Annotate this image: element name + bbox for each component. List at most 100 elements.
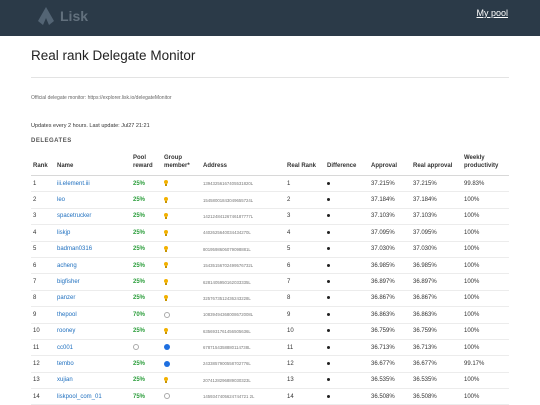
delegate-name-link[interactable]: rooney bbox=[55, 323, 131, 340]
pool-reward-cell: 25% bbox=[131, 372, 162, 390]
lisk-logo[interactable]: Lisk bbox=[36, 6, 88, 26]
difference-cell bbox=[325, 323, 369, 340]
table-row: 12 tembo 25% 2433857900558702776L 12 36.677% 3… bbox=[31, 355, 509, 373]
col-header-rank: Rank bbox=[31, 154, 55, 176]
main-content: Real rank Delegate Monitor Official dele… bbox=[0, 48, 540, 405]
delegate-name-link[interactable]: bigfisher bbox=[55, 273, 131, 291]
group-member-cell bbox=[162, 323, 201, 340]
difference-dot-icon bbox=[327, 247, 330, 251]
weekly-productivity-cell: 100% bbox=[462, 224, 509, 242]
delegate-name-link[interactable]: leo bbox=[55, 191, 131, 209]
rank-cell: 3 bbox=[31, 208, 55, 226]
weekly-productivity-cell: 100% bbox=[462, 241, 509, 258]
rank-cell: 12 bbox=[31, 355, 55, 373]
address-cell: 6356931761456505636L bbox=[201, 323, 285, 340]
delegate-name-link[interactable]: badman0316 bbox=[55, 241, 131, 258]
weekly-productivity-cell: 100% bbox=[462, 257, 509, 275]
rank-cell: 2 bbox=[31, 191, 55, 209]
address-cell: 15458001843049655724L bbox=[201, 191, 285, 209]
rank-cell: 4 bbox=[31, 224, 55, 242]
difference-dot-icon bbox=[327, 198, 330, 201]
real-rank-cell: 9 bbox=[285, 306, 325, 324]
delegate-name-link[interactable]: iii.element.iii bbox=[55, 175, 131, 193]
group-member-cell bbox=[162, 224, 201, 242]
difference-dot-icon bbox=[327, 230, 330, 234]
real-approval-cell: 36.535% bbox=[411, 372, 462, 390]
difference-cell bbox=[325, 290, 369, 308]
top-navbar: Lisk My pool bbox=[0, 0, 540, 36]
delegate-name-link[interactable]: liskpool_com_01 bbox=[55, 388, 131, 405]
address-cell: 2433857900558702776L bbox=[201, 355, 285, 373]
col-header-difference: Difference bbox=[325, 154, 369, 176]
real-rank-cell: 5 bbox=[285, 241, 325, 258]
approval-cell: 36.863% bbox=[369, 306, 411, 324]
difference-cell bbox=[325, 339, 369, 357]
logo-text: Lisk bbox=[60, 8, 89, 24]
table-row: 5 badman0316 25% 8019598606079098881L 5 37.03… bbox=[31, 241, 509, 258]
pool-reward-cell: 25% bbox=[131, 208, 162, 226]
difference-dot-icon bbox=[327, 329, 330, 333]
difference-cell bbox=[325, 372, 369, 390]
difference-dot-icon bbox=[327, 279, 330, 283]
table-row: 10 rooney 25% 6356931761456505636L 10 36.759%… bbox=[31, 323, 509, 340]
pool-reward-cell bbox=[131, 339, 162, 357]
pool-reward-cell: 25% bbox=[131, 290, 162, 308]
col-header-weekly-productivity: Weekly productivity bbox=[462, 154, 509, 176]
difference-dot-icon bbox=[327, 263, 330, 267]
delegate-name-link[interactable]: cc001 bbox=[55, 339, 131, 357]
col-header-group-member: Group member* bbox=[162, 154, 201, 176]
pool-reward-cell: 70% bbox=[131, 306, 162, 324]
difference-dot-icon bbox=[327, 345, 330, 349]
table-row: 9 thepool 70% 10839494368008672008L 9 36.863%… bbox=[31, 306, 509, 324]
col-header-pool-reward: Pool reward bbox=[131, 154, 162, 176]
real-rank-cell: 8 bbox=[285, 290, 325, 308]
real-approval-cell: 36.759% bbox=[411, 323, 462, 340]
weekly-productivity-cell: 100% bbox=[462, 290, 509, 308]
group-member-empty-circle-icon bbox=[164, 393, 170, 400]
pool-reward-cell: 25% bbox=[131, 191, 162, 209]
rank-cell: 11 bbox=[31, 339, 55, 357]
group-member-cell bbox=[162, 191, 201, 209]
lisk-logo-icon bbox=[38, 7, 54, 25]
delegate-name-link[interactable]: panzer bbox=[55, 290, 131, 308]
difference-cell bbox=[325, 355, 369, 373]
difference-cell bbox=[325, 191, 369, 209]
group-member-cell bbox=[162, 339, 201, 357]
group-member-empty-circle-icon bbox=[164, 311, 170, 318]
delegate-name-link[interactable]: spacetrucker bbox=[55, 208, 131, 226]
my-pool-link[interactable]: My pool bbox=[476, 8, 508, 18]
delegate-name-link[interactable]: xujian bbox=[55, 372, 131, 390]
weekly-productivity-cell: 99.17% bbox=[462, 355, 509, 373]
address-cell: 6787154358880114738L bbox=[201, 339, 285, 357]
real-approval-cell: 37.215% bbox=[411, 175, 462, 193]
difference-cell bbox=[325, 306, 369, 324]
address-cell: 13943256167405531820L bbox=[201, 175, 285, 193]
delegate-name-link[interactable]: acheng bbox=[55, 257, 131, 275]
weekly-productivity-cell: 99.83% bbox=[462, 175, 509, 193]
delegate-name-link[interactable]: tembo bbox=[55, 355, 131, 373]
group-member-cell bbox=[162, 372, 201, 390]
rank-cell: 1 bbox=[31, 175, 55, 193]
approval-cell: 36.759% bbox=[369, 323, 411, 340]
official-monitor-info: Official delegate monitor: https://explo… bbox=[31, 95, 172, 101]
real-approval-cell: 36.713% bbox=[411, 339, 462, 357]
group-member-cell bbox=[162, 290, 201, 308]
col-header-address: Address bbox=[201, 154, 285, 176]
approval-cell: 36.508% bbox=[369, 388, 411, 405]
real-rank-cell: 7 bbox=[285, 273, 325, 291]
table-row: 4 liskjp 25% 4402625640034434270L 4 37.095% 37… bbox=[31, 224, 509, 242]
rank-cell: 10 bbox=[31, 323, 55, 340]
delegate-name-link[interactable]: thepool bbox=[55, 306, 131, 324]
group-member-bulb-icon bbox=[164, 262, 168, 269]
address-cell: 10839494368008672008L bbox=[201, 306, 285, 324]
table-row: 11 cc001 6787154358880114738L 11 36.713% 36.7… bbox=[31, 339, 509, 357]
real-rank-cell: 11 bbox=[285, 339, 325, 357]
delegate-name-link[interactable]: liskjp bbox=[55, 224, 131, 242]
weekly-productivity-cell: 100% bbox=[462, 323, 509, 340]
col-header-approval: Approval bbox=[369, 154, 411, 176]
group-member-cell bbox=[162, 306, 201, 324]
real-rank-cell: 12 bbox=[285, 355, 325, 373]
group-member-cell bbox=[162, 355, 201, 373]
group-member-filled-circle-icon bbox=[164, 360, 170, 367]
address-cell: 6281405950162033335L bbox=[201, 273, 285, 291]
